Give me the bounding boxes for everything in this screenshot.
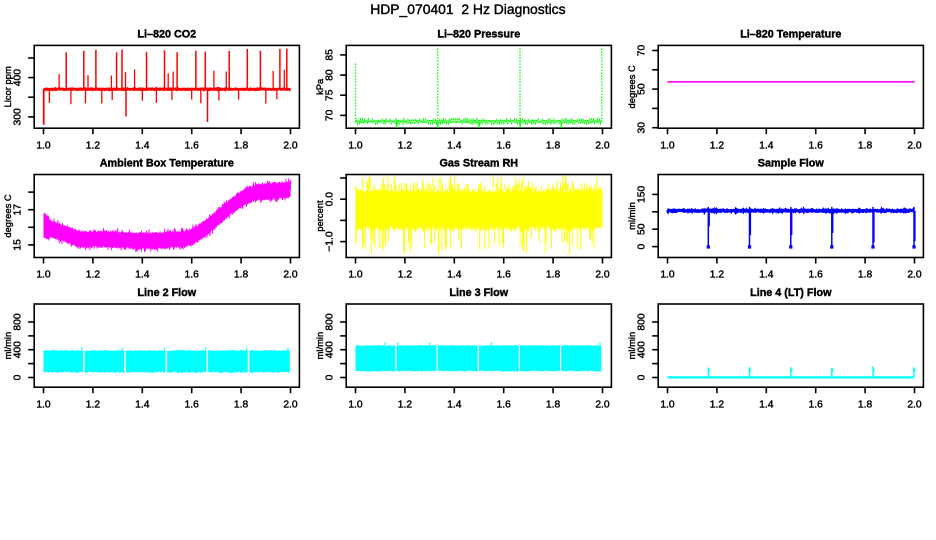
svg-text:50: 50 — [637, 223, 648, 235]
svg-text:80: 80 — [325, 69, 336, 81]
svg-text:1.6: 1.6 — [185, 270, 200, 281]
svg-text:1.6: 1.6 — [809, 399, 824, 410]
svg-text:1.0: 1.0 — [348, 270, 363, 281]
svg-text:HDP_070401 2 Hz Diagnostics: HDP_070401 2 Hz Diagnostics — [370, 1, 565, 17]
svg-text:1.6: 1.6 — [497, 140, 512, 151]
svg-text:70: 70 — [637, 45, 648, 57]
svg-text:2.0: 2.0 — [283, 140, 298, 151]
svg-text:400: 400 — [13, 341, 24, 358]
svg-text:1.0: 1.0 — [36, 399, 51, 410]
svg-text:ml/min: ml/min — [2, 332, 13, 360]
svg-text:300: 300 — [13, 108, 24, 125]
svg-text:kPa: kPa — [314, 78, 325, 95]
svg-text:17: 17 — [13, 204, 24, 216]
svg-text:1.4: 1.4 — [135, 399, 150, 410]
svg-text:1.6: 1.6 — [809, 270, 824, 281]
svg-text:400: 400 — [13, 69, 24, 86]
svg-text:2.0: 2.0 — [595, 270, 610, 281]
svg-text:1.0: 1.0 — [660, 399, 675, 410]
svg-text:2.0: 2.0 — [595, 140, 610, 151]
svg-text:1.2: 1.2 — [86, 140, 101, 151]
svg-text:1.0: 1.0 — [36, 140, 51, 151]
svg-text:1.2: 1.2 — [86, 270, 101, 281]
svg-text:Licor ppm: Licor ppm — [2, 66, 13, 107]
svg-text:1.4: 1.4 — [135, 140, 150, 151]
svg-text:1.2: 1.2 — [710, 140, 725, 151]
svg-text:1.8: 1.8 — [858, 140, 873, 151]
svg-text:percent: percent — [314, 200, 325, 232]
svg-text:1.4: 1.4 — [759, 140, 774, 151]
svg-text:ml/min: ml/min — [626, 332, 637, 360]
svg-text:1.6: 1.6 — [497, 399, 512, 410]
svg-text:degrees C: degrees C — [2, 194, 13, 237]
svg-text:15: 15 — [13, 239, 24, 251]
svg-text:Line 2 Flow: Line 2 Flow — [137, 287, 196, 299]
svg-text:1.8: 1.8 — [546, 399, 561, 410]
svg-text:Li–820 Temperature: Li–820 Temperature — [740, 29, 841, 41]
svg-text:1.4: 1.4 — [447, 270, 462, 281]
svg-text:800: 800 — [13, 313, 24, 330]
svg-text:−1.0: −1.0 — [325, 231, 336, 252]
svg-text:0: 0 — [325, 374, 336, 380]
svg-text:50: 50 — [637, 83, 648, 95]
svg-text:Line 4 (LT) Flow: Line 4 (LT) Flow — [750, 287, 832, 299]
svg-text:2.0: 2.0 — [283, 399, 298, 410]
svg-text:1.4: 1.4 — [759, 270, 774, 281]
svg-text:1.0: 1.0 — [348, 140, 363, 151]
svg-text:2.0: 2.0 — [907, 399, 922, 410]
svg-text:1.0: 1.0 — [660, 140, 675, 151]
svg-text:Sample Flow: Sample Flow — [758, 158, 825, 170]
svg-text:1.8: 1.8 — [546, 140, 561, 151]
svg-text:800: 800 — [637, 313, 648, 330]
svg-text:Line 3 Flow: Line 3 Flow — [449, 287, 508, 299]
svg-text:30: 30 — [637, 122, 648, 134]
svg-text:1.8: 1.8 — [234, 399, 249, 410]
svg-text:1.0: 1.0 — [660, 270, 675, 281]
svg-text:1.6: 1.6 — [185, 399, 200, 410]
svg-text:0: 0 — [637, 243, 648, 249]
svg-text:1.8: 1.8 — [234, 270, 249, 281]
svg-text:0: 0 — [637, 374, 648, 380]
svg-text:degrees C: degrees C — [626, 65, 637, 108]
svg-text:1.2: 1.2 — [398, 140, 413, 151]
svg-text:1.2: 1.2 — [398, 270, 413, 281]
svg-text:1.2: 1.2 — [710, 399, 725, 410]
svg-text:1.6: 1.6 — [497, 270, 512, 281]
svg-text:1.6: 1.6 — [185, 140, 200, 151]
svg-text:2.0: 2.0 — [907, 270, 922, 281]
svg-text:1.0: 1.0 — [348, 399, 363, 410]
svg-text:1.4: 1.4 — [447, 140, 462, 151]
svg-text:75: 75 — [325, 89, 336, 101]
svg-text:Ambient Box Temperature: Ambient Box Temperature — [100, 158, 234, 170]
svg-text:150: 150 — [637, 186, 648, 203]
svg-text:1.0: 1.0 — [36, 270, 51, 281]
svg-text:1.8: 1.8 — [234, 140, 249, 151]
svg-text:1.8: 1.8 — [858, 270, 873, 281]
svg-text:400: 400 — [325, 341, 336, 358]
svg-text:0.0: 0.0 — [325, 192, 336, 207]
svg-text:1.4: 1.4 — [447, 399, 462, 410]
svg-text:0: 0 — [13, 374, 24, 380]
svg-text:Li–820 Pressure: Li–820 Pressure — [437, 29, 520, 41]
svg-text:2.0: 2.0 — [907, 140, 922, 151]
svg-text:85: 85 — [325, 49, 336, 61]
svg-text:800: 800 — [325, 313, 336, 330]
svg-text:ml/min: ml/min — [626, 202, 637, 230]
svg-text:1.6: 1.6 — [809, 140, 824, 151]
svg-text:1.8: 1.8 — [858, 399, 873, 410]
svg-text:ml/min: ml/min — [314, 332, 325, 360]
svg-text:1.2: 1.2 — [710, 270, 725, 281]
svg-text:70: 70 — [325, 109, 336, 121]
svg-text:1.2: 1.2 — [398, 399, 413, 410]
svg-text:2.0: 2.0 — [595, 399, 610, 410]
svg-text:1.8: 1.8 — [546, 270, 561, 281]
svg-text:Li–820 CO2: Li–820 CO2 — [137, 29, 196, 41]
svg-text:1.2: 1.2 — [86, 399, 101, 410]
svg-text:1.4: 1.4 — [759, 399, 774, 410]
svg-text:Gas Stream RH: Gas Stream RH — [439, 158, 518, 170]
svg-text:400: 400 — [637, 341, 648, 358]
svg-text:2.0: 2.0 — [283, 270, 298, 281]
svg-text:1.4: 1.4 — [135, 270, 150, 281]
